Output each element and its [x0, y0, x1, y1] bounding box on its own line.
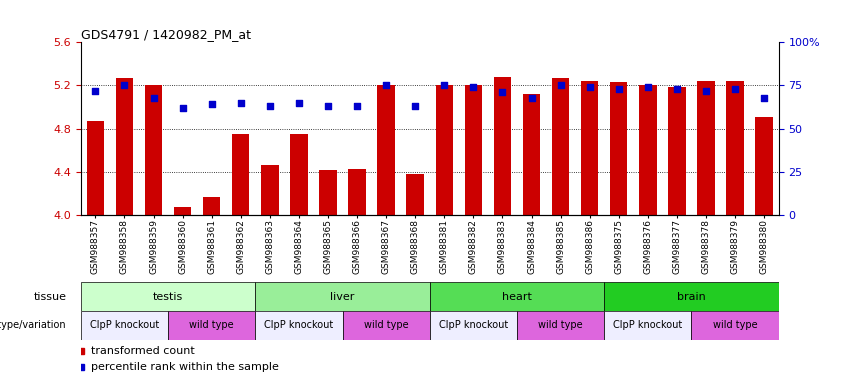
Bar [430, 311, 517, 340]
Text: percentile rank within the sample: percentile rank within the sample [91, 362, 279, 372]
Bar [342, 311, 430, 340]
Text: heart: heart [502, 291, 532, 302]
Bar [523, 94, 540, 215]
Bar [697, 81, 715, 215]
Bar [668, 86, 686, 215]
Bar [255, 311, 342, 340]
Point [641, 84, 654, 90]
Bar [232, 134, 249, 215]
Point [234, 100, 248, 106]
Bar [87, 121, 104, 215]
Bar [378, 86, 395, 215]
Point [757, 94, 771, 101]
Text: wild type: wild type [190, 320, 234, 331]
Bar [174, 207, 191, 215]
Point [292, 100, 306, 106]
Bar [581, 81, 598, 215]
Point [670, 86, 683, 92]
Bar [348, 169, 366, 215]
Bar [255, 282, 430, 311]
Point [525, 94, 539, 101]
Text: ClpP knockout: ClpP knockout [614, 320, 683, 331]
Point [380, 83, 393, 89]
Bar [551, 78, 569, 215]
Bar [436, 86, 453, 215]
Bar [517, 311, 604, 340]
Point [466, 84, 480, 90]
Bar [81, 311, 168, 340]
Text: brain: brain [677, 291, 705, 302]
Point [728, 86, 742, 92]
Bar [604, 311, 691, 340]
Text: transformed count: transformed count [91, 346, 195, 356]
Bar [116, 78, 133, 215]
Bar [465, 86, 482, 215]
Point [205, 101, 219, 108]
Bar [494, 77, 511, 215]
Point [89, 88, 102, 94]
Text: ClpP knockout: ClpP knockout [90, 320, 159, 331]
Bar [727, 81, 744, 215]
Text: ClpP knockout: ClpP knockout [439, 320, 508, 331]
Point [408, 103, 422, 109]
Text: liver: liver [330, 291, 355, 302]
Text: ClpP knockout: ClpP knockout [265, 320, 334, 331]
Text: testis: testis [153, 291, 183, 302]
Text: wild type: wild type [713, 320, 757, 331]
Point [176, 105, 190, 111]
Point [321, 103, 334, 109]
Point [612, 86, 625, 92]
Bar [692, 311, 779, 340]
Bar [261, 166, 278, 215]
Bar [430, 282, 604, 311]
Bar [81, 282, 255, 311]
Point [495, 89, 509, 96]
Point [583, 84, 597, 90]
Bar [319, 170, 337, 215]
Text: wild type: wild type [539, 320, 583, 331]
Bar [604, 282, 779, 311]
Point [554, 83, 568, 89]
Text: GDS4791 / 1420982_PM_at: GDS4791 / 1420982_PM_at [81, 28, 251, 41]
Text: genotype/variation: genotype/variation [0, 320, 66, 331]
Bar [145, 86, 163, 215]
Point [263, 103, 277, 109]
Bar [407, 174, 424, 215]
Text: wild type: wild type [364, 320, 408, 331]
Text: tissue: tissue [33, 291, 66, 302]
Bar [290, 134, 308, 215]
Point [700, 88, 713, 94]
Point [146, 94, 160, 101]
Bar [610, 82, 627, 215]
Bar [203, 197, 220, 215]
Point [117, 83, 131, 89]
Bar [756, 117, 773, 215]
Bar [639, 86, 657, 215]
Bar [168, 311, 255, 340]
Point [437, 83, 451, 89]
Point [351, 103, 364, 109]
